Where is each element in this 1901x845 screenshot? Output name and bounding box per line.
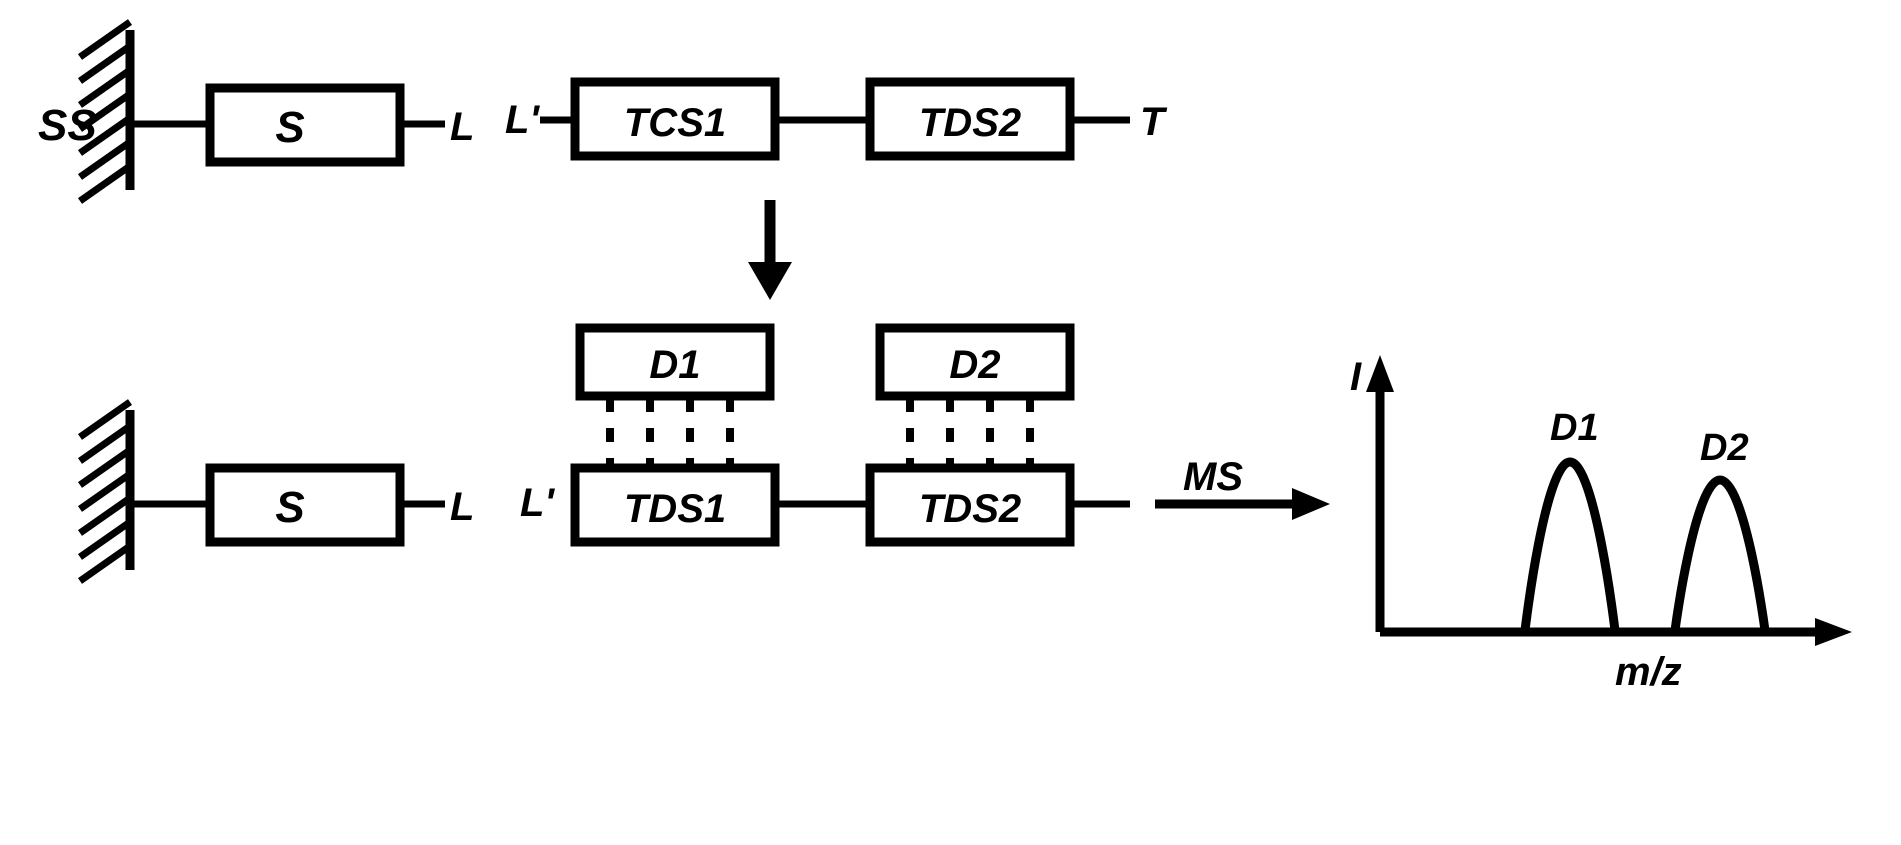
label-D1-peak: D1: [1550, 407, 1599, 449]
hatch-wall-bottom: [80, 402, 130, 581]
label-Lp-bottom: L': [520, 481, 555, 525]
spectrum-chart: I m/z D1 D2: [1350, 355, 1852, 694]
label-L-top: L: [450, 105, 474, 149]
label-mz: m/z: [1615, 650, 1682, 694]
box-S-top: [210, 88, 400, 162]
label-TCS1: TCS1: [624, 101, 726, 145]
label-Lp-top: L': [505, 98, 540, 142]
label-S-bottom: S: [275, 483, 304, 532]
label-D2-box: D2: [949, 343, 1000, 387]
label-T: T: [1140, 100, 1168, 144]
y-axis-arrow-icon: [1366, 355, 1394, 392]
label-D2-peak: D2: [1700, 427, 1749, 469]
label-D1-box: D1: [649, 343, 700, 387]
spectrum-curve: [1388, 462, 1810, 632]
top-row: SS S L L' TCS1 TDS2 T: [38, 22, 1168, 201]
label-TDS2-bottom: TDS2: [919, 487, 1021, 531]
label-S-top: S: [275, 103, 304, 152]
label-MS: MS: [1183, 455, 1243, 499]
diagram-canvas: SS S L L' TCS1 TDS2 T: [0, 0, 1901, 845]
dash-group-2: [910, 398, 1030, 466]
arrow-right-head: [1292, 488, 1330, 520]
x-axis-arrow-icon: [1815, 618, 1852, 646]
box-S-bottom: [210, 468, 400, 542]
label-TDS2-top: TDS2: [919, 101, 1021, 145]
label-SS: SS: [38, 101, 97, 150]
dash-group-1: [610, 398, 730, 466]
label-L-bottom: L: [450, 485, 474, 529]
label-I: I: [1350, 355, 1362, 399]
label-TDS1: TDS1: [624, 487, 726, 531]
down-arrow: [748, 200, 792, 300]
bottom-row: S L L' D1 D2 TDS1 TDS2 MS: [80, 328, 1330, 581]
